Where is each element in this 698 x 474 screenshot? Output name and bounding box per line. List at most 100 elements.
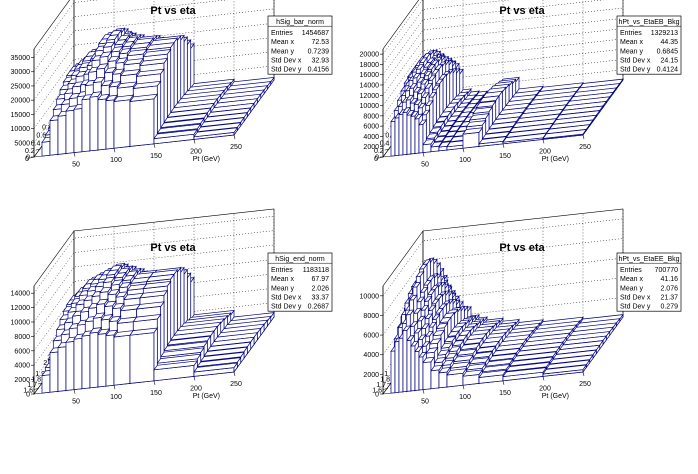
lego-bar-top	[402, 325, 412, 332]
lego-bar-top	[451, 339, 465, 347]
y-tick-label: 0.6	[385, 132, 395, 139]
lego-bar-front	[73, 337, 83, 390]
lego-bar-top	[443, 336, 457, 343]
lego-bar-top	[412, 307, 422, 314]
lego-bar-top	[422, 279, 432, 286]
lego-bar-top	[459, 342, 481, 351]
pad-signal-barrel: Pt vs eta 0 5000 10000 15000 20000 25000 30000 3…	[11, 0, 333, 169]
stats-value: 0.7239	[308, 48, 330, 55]
lego-bar-top	[193, 127, 239, 138]
lego-bar-top	[418, 57, 428, 64]
lego-bar-front	[49, 351, 59, 393]
lego-bar-top	[462, 369, 484, 377]
lego-bar-top	[159, 347, 205, 358]
z-tick-label: 4000	[363, 352, 379, 359]
x-tick	[193, 139, 196, 144]
z-tick-label: 10000	[11, 320, 31, 327]
stats-key: Mean y	[271, 285, 294, 292]
x-tick-label: 250	[230, 144, 242, 151]
lego-bar-top	[139, 290, 169, 299]
x-tick-label: 50	[421, 399, 429, 406]
x-tick	[582, 134, 585, 140]
pad-background-barrel: Pt vs eta 0 2000 4000 6000 8000 10000 12000 1400…	[360, 0, 682, 169]
lego-bar-top	[428, 338, 442, 345]
x-axis-title: Pt (GeV)	[542, 156, 569, 163]
lego-bar-top	[113, 94, 135, 102]
lego-bar-top	[454, 334, 468, 341]
lego-bar-top	[468, 357, 490, 365]
y-tick-label: 1.7	[376, 382, 386, 389]
lego-bar-top	[512, 351, 558, 362]
lego-bar-top	[163, 112, 209, 123]
z-tick-label: 0	[375, 392, 379, 399]
lego-bar-top	[428, 91, 438, 98]
lego-bar-top	[405, 309, 415, 316]
x-tick	[582, 371, 585, 377]
lego-bar-top	[478, 136, 508, 145]
lego-bar-top	[436, 349, 450, 356]
lego-bar-front	[81, 98, 91, 153]
lego-bar-top	[118, 281, 132, 289]
lego-bar-top	[444, 130, 458, 138]
lego-bar-top	[428, 321, 438, 328]
lego-bar-top	[116, 81, 138, 89]
lego-bar-front	[89, 331, 99, 389]
lego-bar-top	[545, 359, 591, 370]
lego-bar-top	[142, 280, 172, 290]
lego-bar-top	[432, 121, 446, 128]
lego-bar-top	[121, 40, 135, 48]
lego-bar-top	[416, 88, 426, 95]
lego-bar-top	[156, 353, 202, 364]
lego-bar-top	[472, 351, 494, 359]
z-tick-label: 2000	[363, 144, 379, 151]
lego-bar-top	[440, 125, 454, 132]
lego-bar-top	[139, 57, 169, 67]
x-tick-label: 200	[539, 385, 551, 392]
lego-bar-top	[427, 305, 437, 311]
stats-value: 44.35	[660, 39, 678, 46]
x-tick	[462, 385, 465, 390]
lego-bar-top	[129, 327, 159, 336]
lego-bar-top	[89, 327, 103, 334]
lego-bar-top	[508, 356, 554, 367]
lego-bar-top	[107, 55, 121, 62]
lego-bar-front	[105, 334, 115, 387]
z-tick-label: 14000	[11, 291, 31, 298]
x-tick	[542, 376, 545, 381]
lego-bar-top	[433, 135, 447, 143]
lego-bar-top	[95, 63, 109, 70]
lego-bar-top	[110, 46, 124, 53]
x-tick	[462, 148, 465, 153]
stats-box	[267, 252, 333, 312]
lego-bar-top	[446, 368, 468, 376]
stats-value: 0.6845	[657, 48, 679, 55]
lego-bar-top	[412, 281, 422, 288]
lego-bar-top	[108, 81, 122, 88]
stats-key: Std Dev x	[620, 58, 651, 65]
stats-box	[616, 252, 682, 312]
lego-bar-top	[475, 100, 497, 108]
lego-bar-top	[440, 342, 454, 349]
x-tick	[113, 148, 116, 153]
lego-bar-top	[468, 113, 490, 121]
lego-bar-top	[449, 361, 471, 369]
chart-title: Pt vs eta	[499, 5, 545, 17]
z-tick-label: 12000	[11, 305, 31, 312]
lego-bar-front	[438, 371, 448, 389]
lego-bar-top	[418, 263, 428, 270]
lego-bar-top	[425, 347, 439, 354]
z-tick-label: 6000	[363, 333, 379, 340]
lego-bar-top	[448, 125, 462, 132]
lego-bar-top	[426, 289, 436, 296]
lego-bar-front	[398, 337, 404, 393]
lego-bar-top	[438, 366, 452, 374]
lego-bar-top	[102, 276, 116, 284]
lego-bar-top	[431, 314, 441, 321]
lego-bar-top	[484, 126, 514, 135]
z-tick-label: 6000	[363, 124, 379, 131]
lego-bar-top	[423, 295, 433, 302]
z-tick-label: 16000	[360, 72, 380, 79]
y-tick	[382, 388, 388, 390]
lego-bar-top	[153, 129, 199, 140]
z-tick-label: 10000	[11, 126, 31, 133]
